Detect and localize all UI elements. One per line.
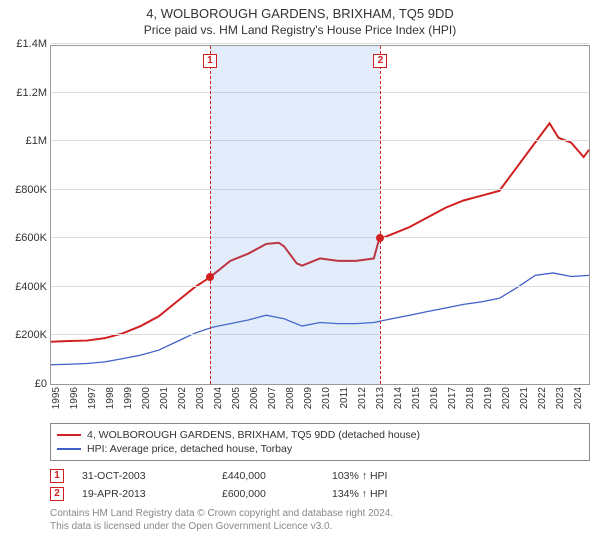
transaction-point-marker xyxy=(206,273,214,281)
date-range-shade xyxy=(210,46,380,384)
x-axis-tick-label: 2003 xyxy=(195,387,206,409)
footer-line1: Contains HM Land Registry data © Crown c… xyxy=(50,507,590,520)
footer-attribution: Contains HM Land Registry data © Crown c… xyxy=(50,507,590,533)
chart-plot-area: £0£200K£400K£600K£800K£1M£1.2M£1.4M19951… xyxy=(50,45,590,385)
x-axis-tick-label: 2018 xyxy=(465,387,476,409)
transaction-date: 19-APR-2013 xyxy=(82,488,222,500)
y-axis-tick-label: £1.2M xyxy=(16,87,47,99)
x-axis-tick-label: 2001 xyxy=(159,387,170,409)
y-axis-tick-label: £0 xyxy=(35,378,47,390)
x-axis-tick-label: 2015 xyxy=(411,387,422,409)
transaction-guideline xyxy=(210,46,211,384)
x-axis-tick-label: 2012 xyxy=(357,387,368,409)
x-axis-tick-label: 1997 xyxy=(87,387,98,409)
transaction-price: £600,000 xyxy=(222,488,332,500)
x-axis-tick-label: 2002 xyxy=(177,387,188,409)
transaction-marker-box: 2 xyxy=(373,54,387,68)
y-axis-tick-label: £400K xyxy=(15,281,47,293)
x-axis-tick-label: 2014 xyxy=(393,387,404,409)
x-axis-tick-label: 1995 xyxy=(51,387,62,409)
x-axis-tick-label: 2016 xyxy=(429,387,440,409)
legend-swatch-hpi xyxy=(57,448,81,450)
transaction-guideline xyxy=(380,46,381,384)
transaction-date: 31-OCT-2003 xyxy=(82,470,222,482)
x-axis-tick-label: 1998 xyxy=(105,387,116,409)
x-axis-tick-label: 2023 xyxy=(555,387,566,409)
transaction-row: 2 19-APR-2013 £600,000 134% ↑ HPI xyxy=(50,485,590,503)
y-axis-tick-label: £1M xyxy=(26,135,47,147)
legend-swatch-subject xyxy=(57,434,81,436)
transaction-row: 1 31-OCT-2003 £440,000 103% ↑ HPI xyxy=(50,467,590,485)
transaction-rel-hpi: 103% ↑ HPI xyxy=(332,470,387,482)
legend-row-hpi: HPI: Average price, detached house, Torb… xyxy=(57,442,583,456)
y-axis-tick-label: £600K xyxy=(15,232,47,244)
x-axis-tick-label: 2005 xyxy=(231,387,242,409)
transaction-marker-box: 1 xyxy=(203,54,217,68)
transaction-table: 1 31-OCT-2003 £440,000 103% ↑ HPI 2 19-A… xyxy=(50,467,590,503)
chart-title-line1: 4, WOLBOROUGH GARDENS, BRIXHAM, TQ5 9DD xyxy=(0,6,600,21)
x-axis-tick-label: 1996 xyxy=(69,387,80,409)
y-axis-tick-label: £1.4M xyxy=(16,38,47,50)
y-axis-tick-label: £200K xyxy=(15,329,47,341)
footer-line2: This data is licensed under the Open Gov… xyxy=(50,520,590,533)
x-axis-tick-label: 2011 xyxy=(339,387,350,409)
chart-title-line2: Price paid vs. HM Land Registry's House … xyxy=(0,23,600,37)
transaction-point-marker xyxy=(376,234,384,242)
x-axis-tick-label: 2006 xyxy=(249,387,260,409)
transaction-index-box: 2 xyxy=(50,487,64,501)
transaction-price: £440,000 xyxy=(222,470,332,482)
x-axis-tick-label: 2000 xyxy=(141,387,152,409)
x-axis-tick-label: 2007 xyxy=(267,387,278,409)
legend-label-hpi: HPI: Average price, detached house, Torb… xyxy=(87,443,292,455)
transaction-index-box: 1 xyxy=(50,469,64,483)
gridline xyxy=(51,43,589,44)
transaction-rel-hpi: 134% ↑ HPI xyxy=(332,488,387,500)
x-axis-tick-label: 2020 xyxy=(501,387,512,409)
chart-title-block: 4, WOLBOROUGH GARDENS, BRIXHAM, TQ5 9DD … xyxy=(0,0,600,39)
legend-label-subject: 4, WOLBOROUGH GARDENS, BRIXHAM, TQ5 9DD … xyxy=(87,429,420,441)
y-axis-tick-label: £800K xyxy=(15,184,47,196)
x-axis-tick-label: 2017 xyxy=(447,387,458,409)
x-axis-tick-label: 2024 xyxy=(573,387,584,409)
x-axis-tick-label: 1999 xyxy=(123,387,134,409)
x-axis-tick-label: 2009 xyxy=(303,387,314,409)
x-axis-tick-label: 2008 xyxy=(285,387,296,409)
x-axis-tick-label: 2010 xyxy=(321,387,332,409)
chart-legend: 4, WOLBOROUGH GARDENS, BRIXHAM, TQ5 9DD … xyxy=(50,423,590,461)
x-axis-tick-label: 2022 xyxy=(537,387,548,409)
x-axis-tick-label: 2013 xyxy=(375,387,386,409)
x-axis-tick-label: 2021 xyxy=(519,387,530,409)
x-axis-tick-label: 2019 xyxy=(483,387,494,409)
x-axis-tick-label: 2004 xyxy=(213,387,224,409)
legend-row-subject: 4, WOLBOROUGH GARDENS, BRIXHAM, TQ5 9DD … xyxy=(57,428,583,442)
